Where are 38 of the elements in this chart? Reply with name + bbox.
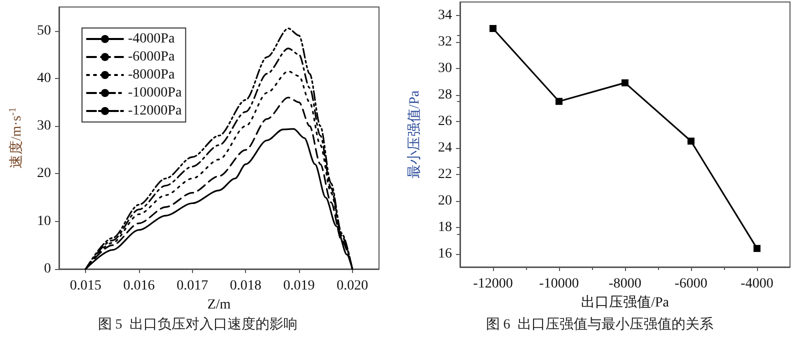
caption: 图 5 出口负压对入口速度的影响 bbox=[98, 316, 298, 332]
legend-label: -4000Pa bbox=[128, 32, 176, 46]
y-tick-label: 40 bbox=[37, 70, 51, 86]
y-tick-label: 24 bbox=[438, 140, 452, 156]
y-tick-label: 20 bbox=[37, 166, 51, 182]
y-tick-label: 18 bbox=[438, 220, 452, 235]
x-tick-label: 0.017 bbox=[176, 278, 208, 294]
x-tick-label: -10000 bbox=[539, 276, 579, 292]
x-tick-label: 0.018 bbox=[230, 278, 262, 294]
legend-label: -10000Pa bbox=[128, 86, 182, 100]
x-tick-label: 0.016 bbox=[123, 278, 155, 294]
x-tick-label: -6000 bbox=[674, 276, 708, 292]
y-axis-title: 最小压强值/Pa bbox=[406, 90, 422, 178]
y-tick-label: 16 bbox=[438, 246, 452, 262]
x-tick-label: -12000 bbox=[473, 276, 513, 292]
y-axis-title: 速度/m·s-1 bbox=[8, 107, 24, 169]
legend-label: -12000Pa bbox=[128, 104, 182, 118]
y-tick-label: 0 bbox=[44, 262, 51, 276]
y-tick-label: 34 bbox=[438, 8, 452, 23]
y-tick-label: 26 bbox=[438, 114, 452, 129]
y-tick-label: 30 bbox=[37, 118, 51, 134]
y-tick-label: 20 bbox=[438, 193, 452, 208]
x-tick-label: 0.019 bbox=[283, 278, 315, 294]
y-tick-label: 50 bbox=[37, 23, 51, 38]
x-tick-label: 0.015 bbox=[70, 278, 102, 294]
caption: 图 6 出口压强值与最小压强值的关系 bbox=[486, 316, 714, 332]
x-tick-label: -4000 bbox=[740, 276, 774, 292]
legend-label: -8000Pa bbox=[128, 68, 176, 82]
y-tick-label: 30 bbox=[438, 60, 452, 76]
y-tick-label: 32 bbox=[438, 34, 452, 50]
x-axis-title: Z/m bbox=[207, 297, 231, 312]
x-tick-label: 0.020 bbox=[336, 278, 368, 294]
y-tick-label: 28 bbox=[438, 87, 452, 102]
legend-label: -6000Pa bbox=[128, 50, 176, 64]
y-tick-label: 10 bbox=[37, 214, 51, 229]
y-tick-label: 22 bbox=[438, 166, 452, 182]
x-axis-title: 出口压强值/Pa bbox=[581, 294, 670, 310]
x-tick-label: -8000 bbox=[608, 276, 642, 292]
